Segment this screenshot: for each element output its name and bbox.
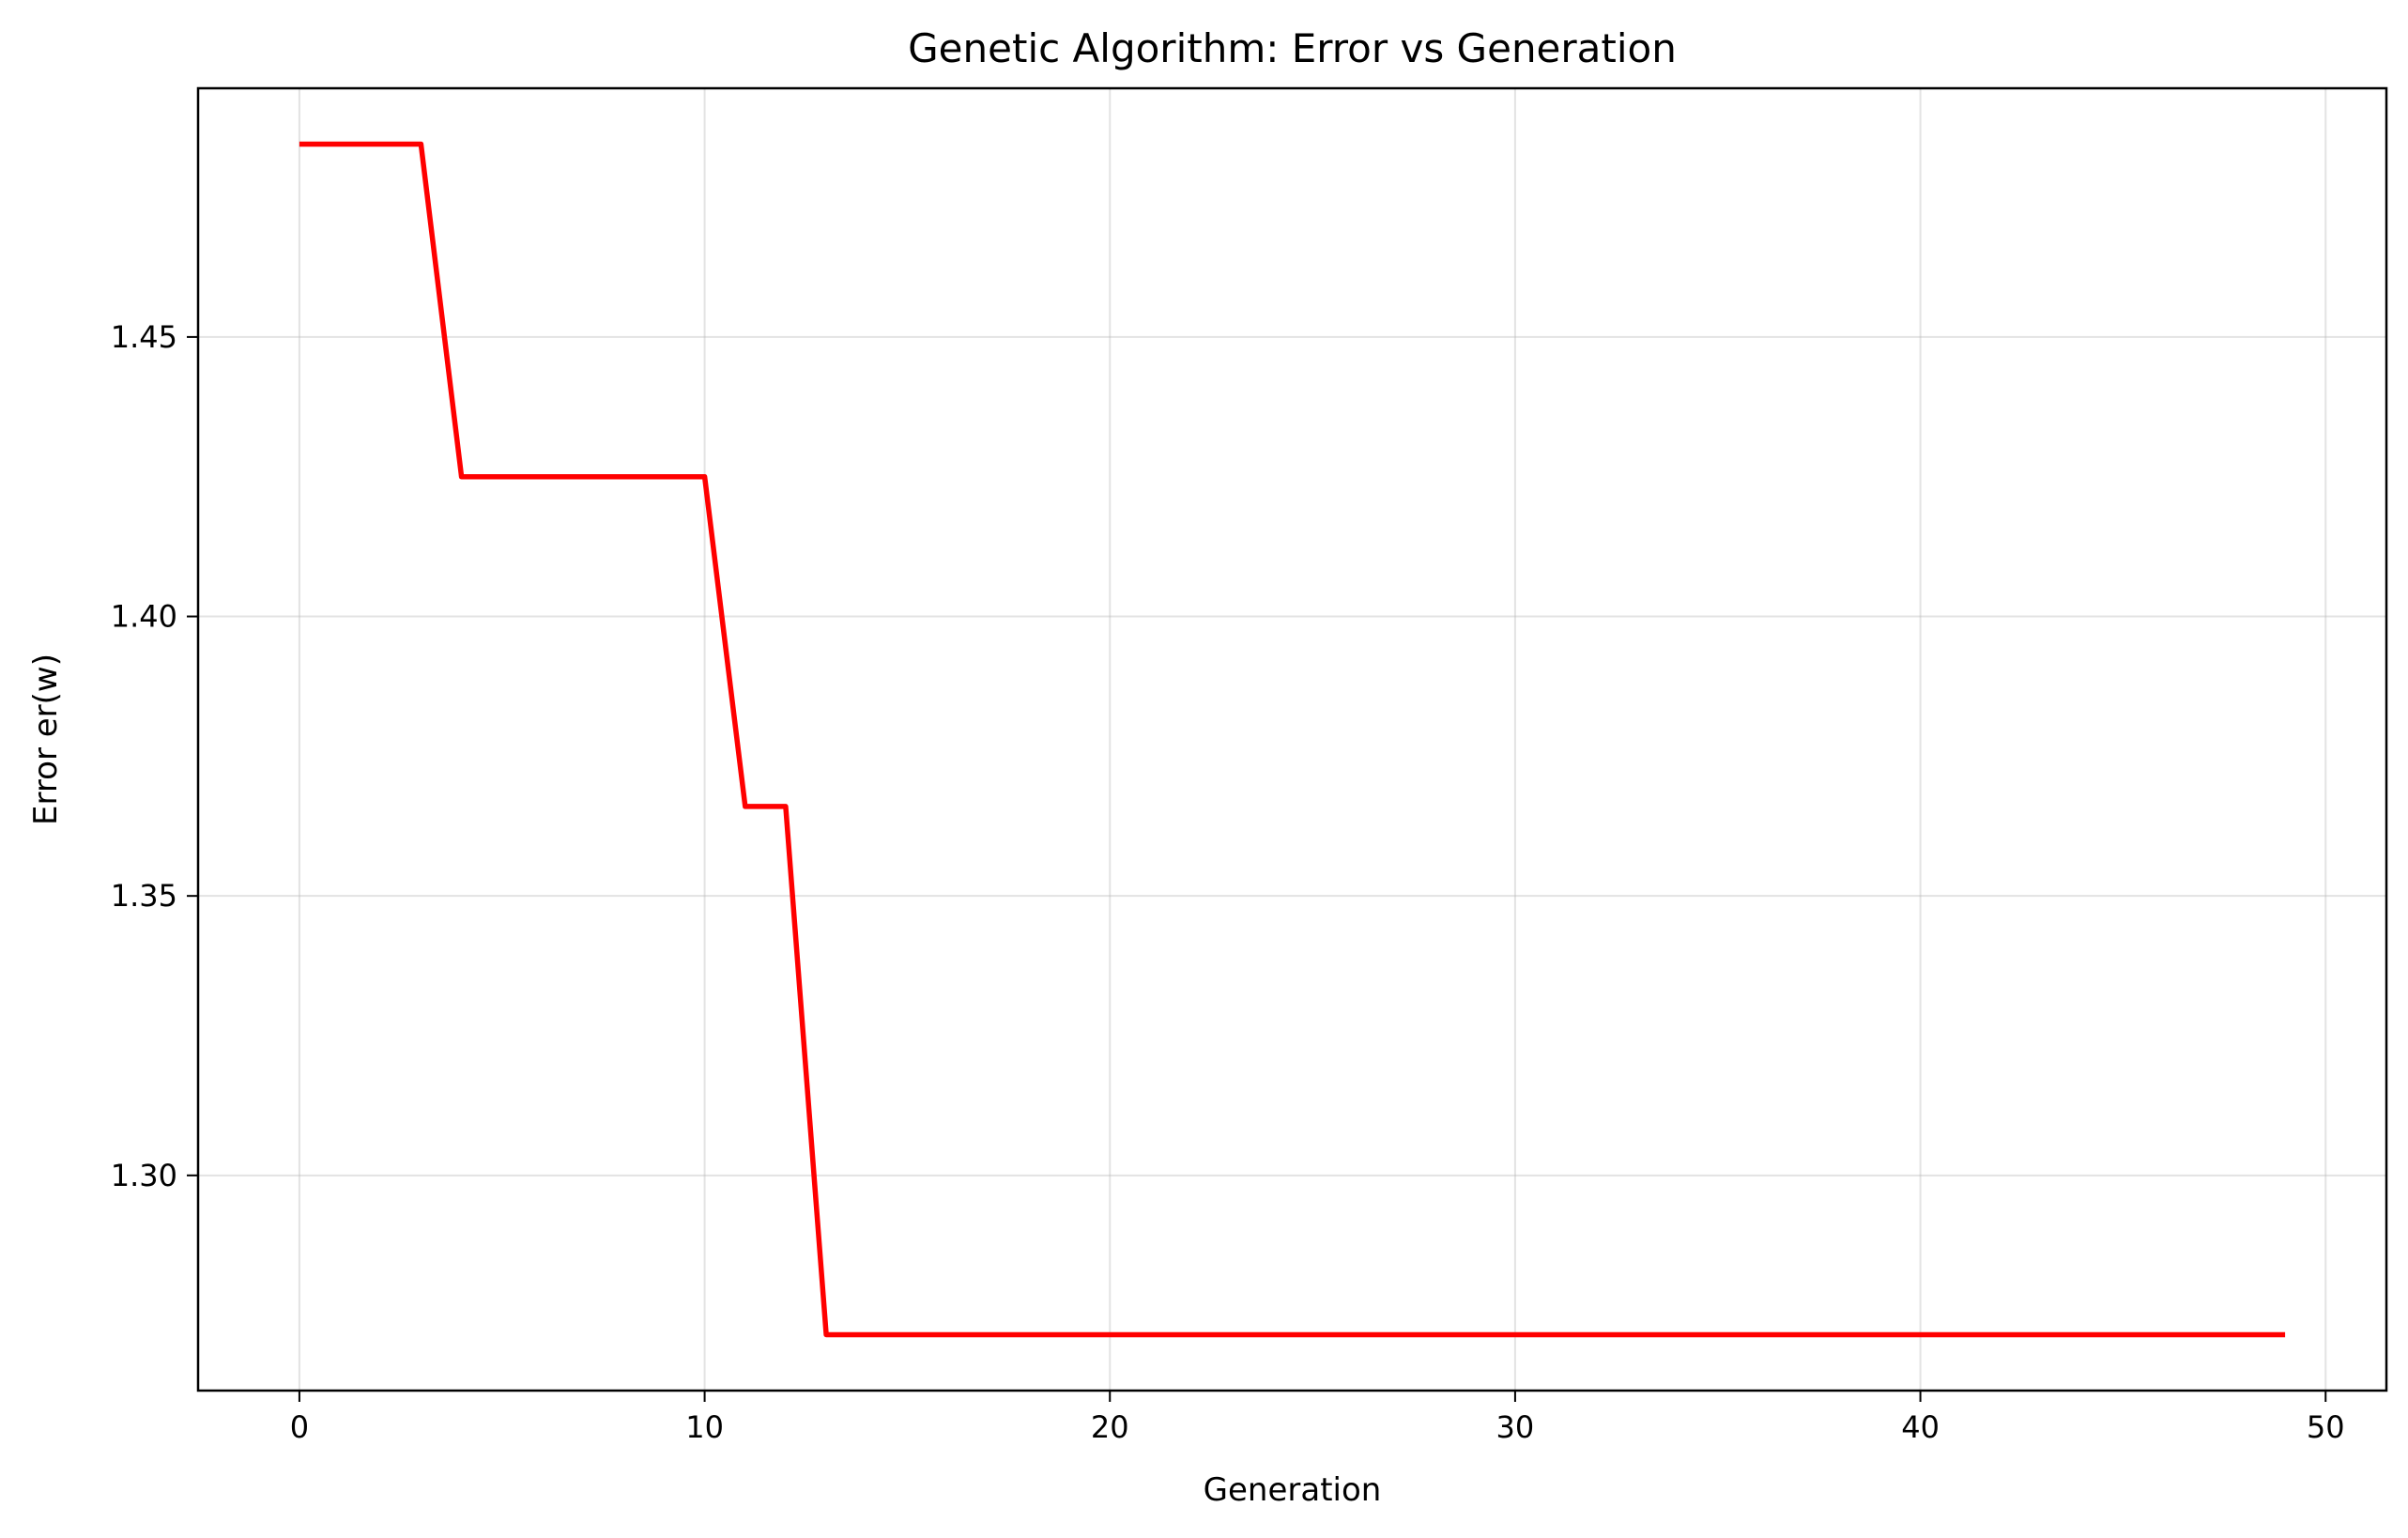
plot-frame bbox=[196, 86, 2388, 1392]
error-series-line bbox=[299, 141, 2286, 1338]
y-tick-label: 1.30 bbox=[111, 1158, 177, 1193]
y-axis: 1.30 1.35 1.40 1.45 bbox=[111, 319, 198, 1193]
x-tick-label: 0 bbox=[290, 1409, 309, 1445]
x-tick-label: 10 bbox=[685, 1409, 724, 1445]
x-tick-label: 40 bbox=[1901, 1409, 1940, 1445]
x-axis: 0 10 20 30 40 50 bbox=[290, 1391, 2345, 1445]
plot-line-layer bbox=[299, 141, 2286, 1338]
y-tick-label: 1.40 bbox=[111, 599, 177, 635]
x-axis-label: Generation bbox=[1204, 1471, 1382, 1509]
y-axis-label: Error er(w) bbox=[27, 654, 65, 825]
y-tick-label: 1.35 bbox=[111, 878, 177, 914]
x-tick-label: 50 bbox=[2307, 1409, 2345, 1445]
chart-title: Genetic Algorithm: Error vs Generation bbox=[908, 25, 1677, 71]
grid-lines bbox=[198, 88, 2386, 1391]
x-tick-label: 20 bbox=[1091, 1409, 1129, 1445]
x-tick-label: 30 bbox=[1496, 1409, 1535, 1445]
y-tick-label: 1.45 bbox=[111, 319, 177, 355]
